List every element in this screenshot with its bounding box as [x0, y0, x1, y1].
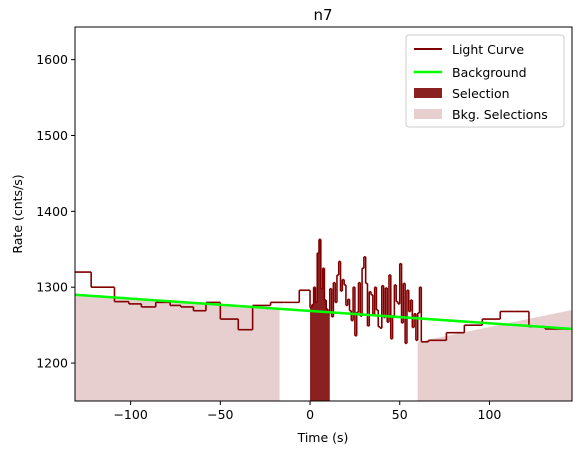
x-tick-label: 0: [306, 407, 314, 422]
legend-light-curve-label: Light Curve: [452, 42, 524, 57]
y-axis-label: Rate (cnts/s): [10, 174, 25, 253]
legend-selection-label: Selection: [452, 86, 510, 101]
legend-bkg-selections-label: Bkg. Selections: [452, 107, 548, 122]
y-tick-label: 1400: [36, 204, 68, 219]
y-axis-ticks: 1200 1300 1400 1500 1600: [36, 52, 75, 371]
selection-region: [310, 239, 330, 401]
x-axis-ticks: −100 −50 0 50 100: [113, 401, 501, 422]
y-tick-label: 1300: [36, 280, 68, 295]
y-tick-label: 1600: [36, 52, 68, 67]
x-tick-label: 50: [392, 407, 408, 422]
bkg-selections-layer: [75, 294, 572, 401]
background-line: [75, 293, 572, 331]
chart-title: n7: [313, 6, 332, 24]
selection-layer: [310, 239, 330, 401]
legend-background-label: Background: [452, 65, 527, 80]
x-tick-label: 100: [478, 407, 502, 422]
legend-box: [405, 34, 565, 128]
background-layer: [75, 293, 572, 331]
bkg-selection-region-0: [75, 294, 280, 401]
x-axis-label: Time (s): [297, 430, 349, 445]
legend-selection-swatch: [414, 88, 442, 98]
x-tick-label: −50: [207, 407, 233, 422]
plot-frame: [74, 26, 573, 402]
legend: Light Curve Background Selection Bkg. Se…: [405, 34, 565, 128]
y-tick-label: 1500: [36, 128, 68, 143]
y-tick-label: 1200: [36, 356, 68, 371]
x-tick-label: −100: [113, 407, 147, 422]
bkg-selection-region-1: [417, 309, 572, 401]
legend-bkg-selections-swatch: [414, 109, 442, 119]
light-curve-layer: [75, 238, 572, 345]
